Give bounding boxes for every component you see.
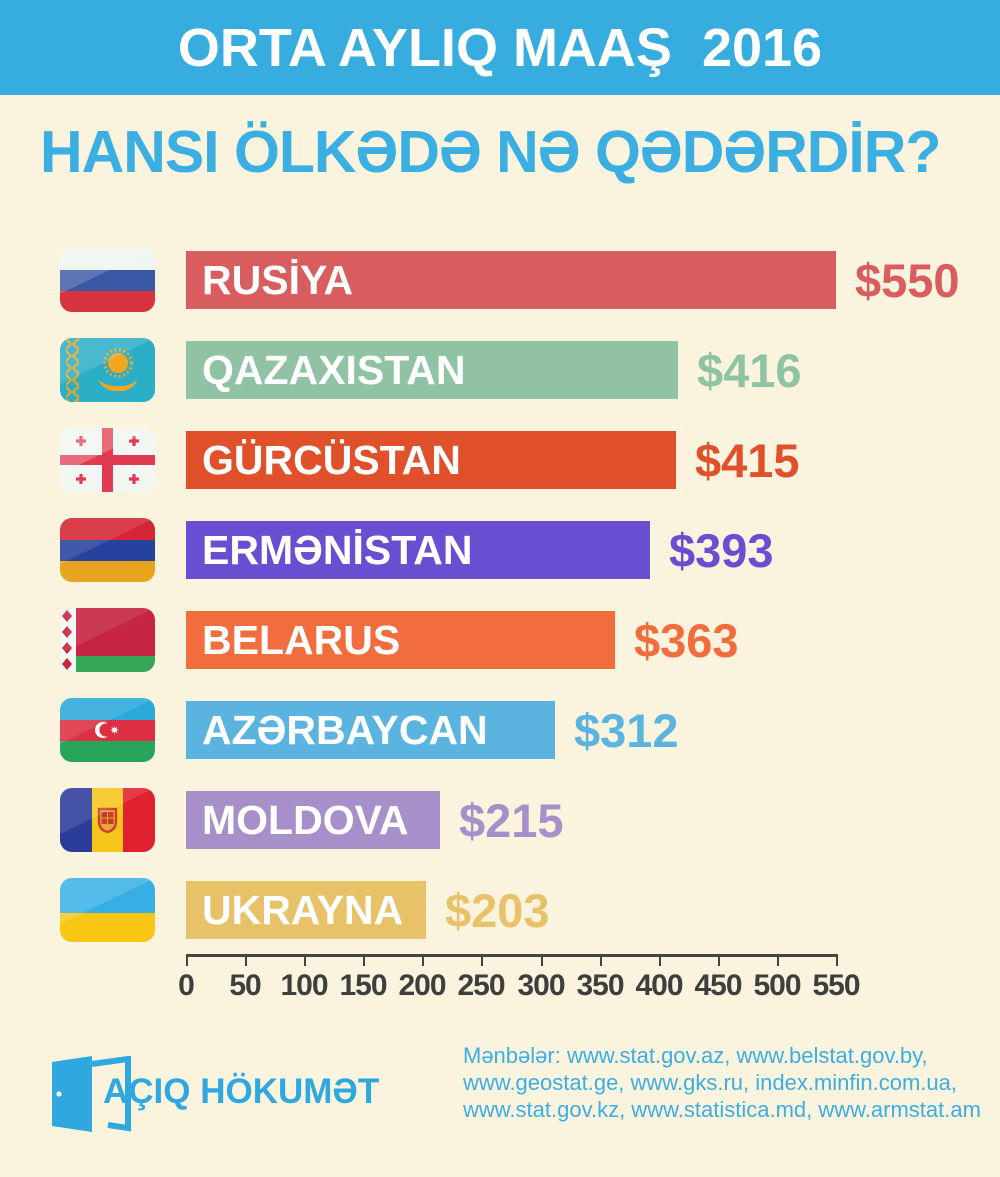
axis-tick [422,955,424,966]
value-label: $393 [669,523,774,577]
bar-russia: RUSİYA [186,251,836,309]
country-label: QAZAXISTAN [202,346,466,393]
bar-ukraine: UKRAYNA [186,881,426,939]
x-axis-line [186,954,838,957]
axis-tick [363,955,365,966]
value-label: $363 [634,613,739,667]
axis-tick [186,955,188,966]
country-label: AZƏRBAYCAN [202,706,488,753]
page-title: ORTA AYLIQ MAAŞ 2016 [177,17,823,78]
bar-azerbaijan: AZƏRBAYCAN [186,701,555,759]
page-subtitle: HANSI ÖLKƏDƏ NƏ QƏDƏRDİR? [40,119,941,185]
flag-armenia-icon [60,518,155,582]
country-label: ERMƏNİSTAN [202,526,473,573]
flag-moldova-icon [60,788,155,852]
country-label: BELARUS [202,616,401,663]
flag-georgia-icon [60,428,155,492]
chart-row-georgia: GÜRCÜSTAN $415 [0,428,1000,492]
axis-tick [481,955,483,966]
flag-kazakhstan-icon [60,338,155,402]
open-door-icon [52,1055,131,1132]
chart-row-russia: RUSİYA $550 [0,248,1000,312]
chart-row-azerbaijan: AZƏRBAYCAN $312 [0,698,1000,762]
title-banner: ORTA AYLIQ MAAŞ 2016 [0,0,1000,95]
axis-tick-label: 300 [517,969,565,1002]
axis-tick-label: 350 [576,969,624,1002]
value-label: $416 [697,343,802,397]
sources-block: Mənbələr: www.stat.gov.az, www.belstat.g… [463,1042,981,1123]
axis-tick-label: 400 [635,969,683,1002]
axis-tick-label: 200 [398,969,446,1002]
bar-georgia: GÜRCÜSTAN [186,431,676,489]
bar-moldova: MOLDOVA [186,791,440,849]
flag-ukraine-icon [60,878,155,942]
axis-tick-label: 450 [694,969,742,1002]
axis-tick-label: 550 [812,969,860,1002]
chart-row-ukraine: UKRAYNA $203 [0,878,1000,942]
bar-armenia: ERMƏNİSTAN [186,521,650,579]
country-label: MOLDOVA [202,796,409,843]
country-label: UKRAYNA [202,886,404,933]
axis-tick-label: 0 [178,969,195,1002]
flag-azerbaijan-icon [60,698,155,762]
chart-row-belarus: BELARUS $363 [0,608,1000,672]
bar-chart: RUSİYA $550 QAZAXISTAN $416 GÜRCÜSTAN $415 ERM… [0,248,1000,942]
axis-tick-label: 500 [753,969,801,1002]
axis-tick-label: 50 [229,969,261,1002]
chart-row-kazakhstan: QAZAXISTAN $416 [0,338,1000,402]
bar-kazakhstan: QAZAXISTAN [186,341,678,399]
axis-tick [718,955,720,966]
logo-text: AÇIQ HÖKUMƏT [103,1072,380,1111]
axis-tick [600,955,602,966]
axis-tick [659,955,661,966]
flag-russia-icon [60,248,155,312]
acik-hokumet-logo [52,1055,132,1132]
axis-tick-label: 150 [339,969,387,1002]
sources-line: Mənbələr: www.stat.gov.az, www.belstat.g… [463,1043,928,1068]
sources-line: www.geostat.ge, www.gks.ru, index.minfin… [463,1070,957,1095]
value-label: $215 [459,793,564,847]
value-label: $203 [445,883,550,937]
axis-tick [836,955,838,966]
chart-row-moldova: MOLDOVA $215 [0,788,1000,852]
value-label: $550 [855,253,960,307]
country-label: RUSİYA [202,256,354,303]
axis-tick-label: 100 [280,969,328,1002]
value-label: $415 [695,433,800,487]
axis-tick [304,955,306,966]
flag-belarus-icon [60,608,155,672]
value-label: $312 [574,703,679,757]
chart-row-armenia: ERMƏNİSTAN $393 [0,518,1000,582]
bar-belarus: BELARUS [186,611,615,669]
axis-tick [245,955,247,966]
axis-tick-label: 250 [457,969,505,1002]
axis-tick [777,955,779,966]
x-axis: 0 50 100 150 200 250 300 350 400 450 500 550 [178,954,861,1002]
sources-line: www.stat.gov.kz, www.statistica.md, www.… [463,1097,981,1122]
country-label: GÜRCÜSTAN [202,436,461,483]
axis-tick [541,955,543,966]
